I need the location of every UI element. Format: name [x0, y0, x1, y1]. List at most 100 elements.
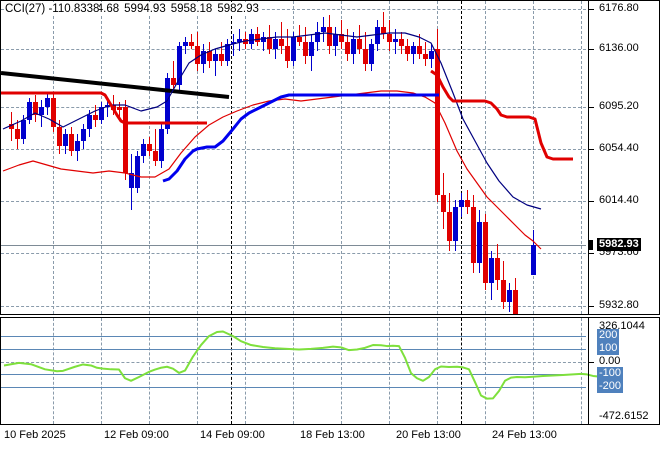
candle-body	[339, 34, 344, 42]
price-axis-tick	[589, 149, 594, 150]
candle-body	[279, 39, 284, 47]
candle-body	[489, 258, 494, 283]
candle-body	[87, 114, 92, 130]
candle-body	[243, 39, 248, 45]
price-horizontal-gridline	[1, 306, 586, 307]
ohlc-high: 5994.93	[124, 3, 166, 15]
price-vertical-gridline	[533, 1, 534, 314]
candle-body	[207, 51, 212, 62]
candle-body	[177, 46, 182, 86]
cci-zero-label: 0.00	[599, 354, 621, 367]
candle-body	[369, 44, 374, 64]
candle-body	[75, 141, 80, 152]
time-axis-label: 14 Feb 09:00	[200, 429, 265, 441]
candle-body	[447, 212, 452, 242]
price-vertical-gridline	[293, 1, 294, 314]
candle-body	[195, 46, 200, 64]
candle-body	[21, 119, 26, 139]
candle-body	[291, 36, 296, 62]
candle-body	[327, 27, 332, 47]
price-axis-tick	[589, 9, 594, 10]
candle-body	[285, 46, 290, 62]
stop-line-bearish-2	[430, 69, 573, 161]
candle-body	[459, 199, 464, 208]
price-axis-tick	[589, 201, 594, 202]
candle-body	[189, 41, 194, 47]
cci-min-label: -472.6152	[599, 410, 649, 422]
candle-body	[27, 102, 32, 120]
price-horizontal-gridline	[1, 9, 586, 10]
candle-body	[477, 221, 482, 264]
candle-wick	[215, 48, 216, 76]
cci-vertical-gridline	[293, 318, 294, 424]
candle-body	[381, 27, 386, 35]
cci-axis-tick	[589, 361, 594, 363]
price-vertical-gridline	[197, 1, 198, 314]
price-day-separator	[461, 1, 462, 314]
price-plot-area[interactable]	[1, 1, 659, 314]
candle-wick	[173, 61, 174, 93]
candle-wick	[281, 22, 282, 54]
candle-body	[423, 53, 428, 59]
price-axis-tick	[589, 306, 594, 307]
cci-day-separator	[231, 318, 232, 424]
candle-body	[315, 31, 320, 42]
candle-body	[513, 289, 518, 314]
candle-body	[453, 207, 458, 242]
cci-vertical-gridline	[581, 318, 582, 424]
candle-wick	[395, 29, 396, 54]
candle-body	[321, 27, 326, 32]
current-price-line	[1, 244, 586, 246]
candle-wick	[341, 19, 342, 49]
candle-body	[495, 258, 500, 281]
cci-value-label: -110.8338	[48, 3, 100, 15]
candle-wick	[299, 24, 300, 47]
price-vertical-gridline	[341, 1, 342, 314]
candle-body	[45, 97, 50, 108]
candle-body	[201, 51, 206, 64]
candle-body	[507, 289, 512, 303]
candle-body	[237, 39, 242, 42]
price-axis-label: 6054.40	[599, 142, 639, 154]
candle-body	[303, 41, 308, 57]
candle-body	[69, 134, 74, 152]
moving-average-slow	[2, 90, 542, 250]
candle-body	[417, 46, 422, 54]
price-chart-pane[interactable]: 6176.80 6136.00 6095.20 6054.40 6014.40 5973.…	[0, 0, 660, 315]
ohlc-low: 5958.18	[170, 3, 213, 15]
price-horizontal-gridline	[1, 107, 586, 108]
cci-plot-area[interactable]	[1, 318, 659, 424]
candle-body	[81, 129, 86, 142]
price-axis-label: 6014.40	[599, 194, 639, 206]
cci-curve-container	[3, 330, 602, 400]
cci-level-label: -200	[597, 380, 624, 394]
cci-header: CCI(27) -110.8338	[5, 3, 100, 15]
price-horizontal-gridline	[1, 201, 586, 202]
candle-body	[219, 53, 224, 62]
candle-body	[93, 114, 98, 120]
current-price-label: 5982.93	[597, 237, 641, 251]
cci-vertical-gridline	[245, 318, 246, 424]
candle-wick	[233, 34, 234, 57]
candle-body	[345, 41, 350, 54]
price-vertical-gridline	[245, 1, 246, 314]
candle-body	[129, 173, 134, 188]
candle-body	[33, 102, 38, 115]
candle-body	[471, 207, 476, 264]
candle-body	[357, 39, 362, 49]
candle-body	[231, 41, 236, 45]
cci-indicator-pane[interactable]: 326.1044 -472.6152 0.00 200 100 -100 -200	[0, 317, 660, 425]
price-vertical-gridline	[581, 1, 582, 314]
cci-level-label: -100	[597, 367, 624, 381]
candle-body	[273, 39, 278, 49]
candle-body	[309, 41, 314, 57]
candle-body	[183, 41, 188, 47]
time-axis-label: 10 Feb 2025	[4, 429, 66, 441]
cci-level-line	[1, 387, 586, 389]
cci-level-label: 200	[597, 329, 620, 343]
price-axis-label: 5932.80	[599, 299, 639, 311]
candle-body	[483, 221, 488, 283]
candle-body	[159, 129, 164, 161]
price-horizontal-gridline	[1, 253, 586, 254]
candle-body	[57, 126, 62, 147]
